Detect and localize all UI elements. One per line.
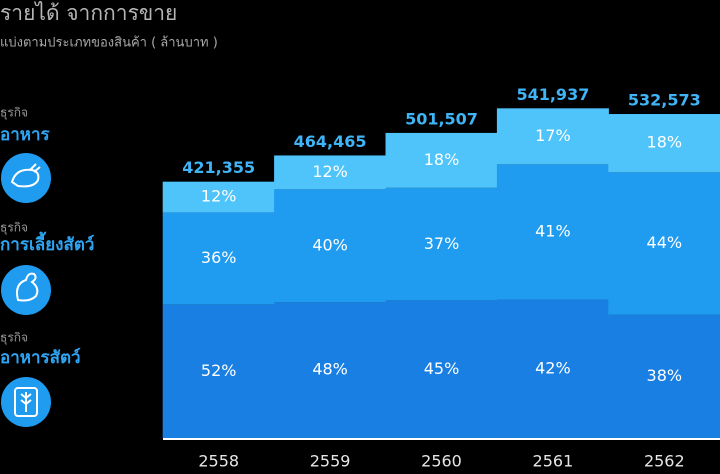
legend-prefix: ธุรกิจ: [0, 106, 28, 121]
segment-label: 17%: [535, 126, 571, 145]
segment-label: 52%: [201, 361, 237, 380]
segment-label: 18%: [424, 150, 460, 169]
bar-segment: [608, 172, 720, 315]
segment-label: 37%: [424, 234, 460, 253]
bar-segment: [274, 189, 387, 303]
icon-feed-grain: [20, 392, 32, 412]
segment-label: 45%: [424, 359, 460, 378]
segment-label: 44%: [647, 233, 683, 252]
bar-segment: [162, 181, 275, 213]
legend-label: อาหาร: [0, 125, 51, 145]
segment-label: 12%: [201, 187, 237, 206]
bar-segment: [608, 314, 720, 438]
segment-label: 18%: [647, 133, 683, 152]
segment-label: 48%: [312, 360, 348, 379]
icon-farm-glyph: [16, 272, 39, 302]
chart-title: รายได้ จากการขาย: [0, 1, 177, 25]
x-tick-label: 2562: [644, 452, 685, 471]
segment-label: 41%: [535, 221, 571, 240]
segment-label: 40%: [312, 235, 348, 254]
total-label: 421,355: [182, 158, 255, 177]
segment-label: 38%: [647, 366, 683, 385]
segment-label: 36%: [201, 248, 237, 267]
legend-prefix: ธุรกิจ: [0, 331, 28, 346]
bar-segment: [608, 114, 720, 173]
bar-segment: [385, 300, 498, 438]
bar-segment: [496, 164, 609, 300]
legend-icons: [1, 153, 51, 427]
legend-label: การเลี้ยงสัตว์: [0, 231, 94, 255]
bar-segment: [162, 304, 275, 438]
legend-prefix: ธุรกิจ: [0, 221, 28, 236]
legend-label: อาหารสัตว์: [0, 347, 81, 368]
total-label: 541,937: [516, 85, 589, 104]
bar-segment: [385, 132, 498, 188]
icon-food: [1, 153, 51, 203]
icon-feed-glyph: [14, 387, 38, 417]
bar-segment: [274, 155, 387, 190]
total-label: 532,573: [628, 91, 701, 110]
bar-segment: [274, 302, 387, 438]
bar-segment: [496, 299, 609, 438]
x-tick-label: 2560: [421, 452, 462, 471]
x-tick-label: 2559: [310, 452, 351, 471]
x-tick-label: 2561: [533, 452, 574, 471]
bar-segment: [162, 212, 275, 305]
chart-subtitle: แบ่งตามประเภทของสินค้า ( ล้านบาท ): [0, 36, 218, 51]
bar-segment: [496, 108, 609, 165]
total-label: 501,507: [405, 109, 478, 128]
bar-segment: [385, 187, 498, 301]
segment-label: 42%: [535, 358, 571, 377]
segment-label: 12%: [312, 162, 348, 181]
x-tick-label: 2558: [198, 452, 239, 471]
icon-farm: [1, 265, 51, 315]
icon-food-glyph: [10, 163, 41, 188]
total-label: 464,465: [294, 132, 367, 151]
